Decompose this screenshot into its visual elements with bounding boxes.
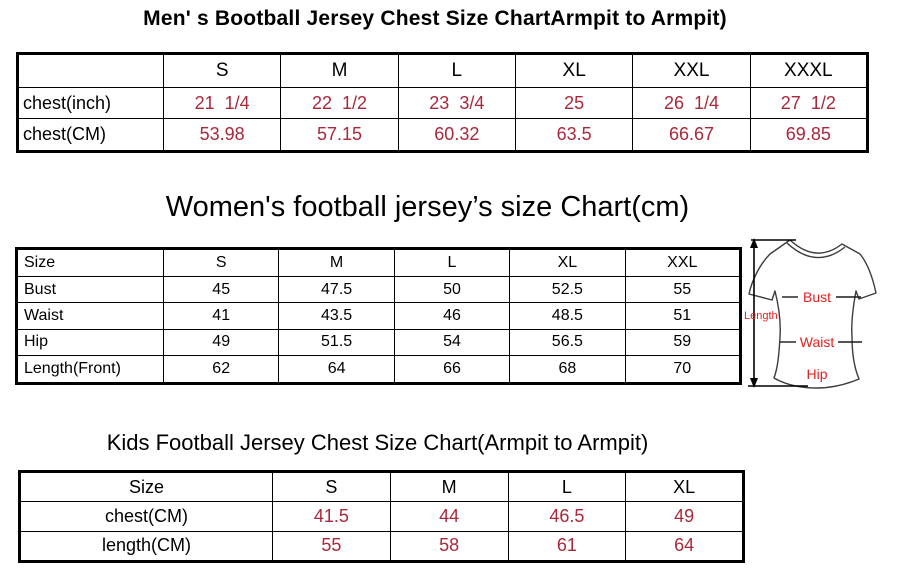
cell-value: 64 [625, 530, 744, 563]
cell-value: 44 [389, 501, 509, 532]
women-hip-row: Hip 49 51.5 54 56.5 59 [16, 328, 742, 357]
cell-value: 70 [624, 355, 742, 384]
cell-size-xxl: XXL [632, 52, 751, 89]
cell-value: 22 1/2 [280, 87, 399, 120]
men-chart-title: Men' s Bootball Jersey Chest Size ChartA… [143, 7, 727, 30]
kids-size-table: Size S M L XL chest(CM) 41.5 44 46.5 49 … [18, 470, 745, 563]
length-label: Length [744, 310, 778, 322]
tshirt-measurement-diagram: Length Bust Waist Hip [744, 238, 877, 389]
cell-value: 63.5 [514, 118, 634, 152]
cell-value: 64 [278, 355, 395, 384]
cell-value: 25 [514, 87, 634, 120]
cell-value: 49 [162, 328, 280, 357]
cell-size-l: L [397, 52, 516, 89]
cell-value: 51 [624, 302, 742, 330]
cell-value: 66 [393, 355, 511, 384]
row-label: length(CM) [19, 530, 273, 563]
cell-value: 48.5 [509, 302, 626, 330]
kids-chart-title: Kids Football Jersey Chest Size Chart(Ar… [106, 430, 649, 455]
row-label: Length(Front) [16, 355, 164, 384]
cell-value: 66.67 [632, 118, 751, 152]
cell-value: 55 [624, 275, 742, 304]
cell-value: 57.15 [280, 118, 399, 152]
cell-value: 41 [162, 302, 280, 330]
cell-size-m: M [389, 470, 509, 503]
row-label: chest(CM) [17, 118, 164, 152]
cell-size-label: Size [19, 470, 273, 503]
cell-value: 23 3/4 [397, 87, 516, 120]
kids-header-row: Size S M L XL [19, 470, 744, 503]
cell-size-s: S [162, 248, 280, 277]
cell-value: 58 [389, 530, 509, 563]
cell-size-label: Size [16, 248, 164, 277]
cell-value: 43.5 [278, 302, 395, 330]
cell-size-xxl: XXL [624, 248, 742, 277]
cell-value: 26 1/4 [632, 87, 751, 120]
cell-size-xl: XL [625, 470, 744, 503]
cell-blank [17, 52, 164, 89]
row-label: Waist [16, 302, 164, 330]
men-chest-cm-row: chest(CM) 53.98 57.15 60.32 63.5 66.67 6… [17, 118, 869, 152]
women-bust-row: Bust 45 47.5 50 52.5 55 [16, 275, 742, 304]
cell-value: 46 [393, 302, 511, 330]
cell-value: 51.5 [278, 328, 395, 357]
waist-label: Waist [800, 334, 835, 350]
cell-size-s: S [162, 52, 282, 89]
men-size-table: S M L XL XXL XXXL chest(inch) 21 1/4 22 … [16, 52, 869, 153]
hip-label: Hip [806, 366, 827, 382]
cell-value: 55 [272, 530, 391, 563]
cell-size-xl: XL [509, 248, 626, 277]
row-label: chest(inch) [17, 87, 164, 120]
cell-size-xl: XL [514, 52, 634, 89]
cell-value: 68 [509, 355, 626, 384]
cell-value: 61 [507, 530, 627, 563]
cell-value: 52.5 [509, 275, 626, 304]
length-arrow [748, 238, 808, 388]
cell-size-m: M [280, 52, 399, 89]
cell-value: 54 [393, 328, 511, 357]
cell-value: 69.85 [749, 118, 869, 152]
row-label: Bust [16, 275, 164, 304]
cell-value: 62 [162, 355, 280, 384]
cell-value: 21 1/4 [162, 87, 282, 120]
cell-value: 56.5 [509, 328, 626, 357]
cell-size-l: L [507, 470, 627, 503]
cell-value: 46.5 [507, 501, 627, 532]
bust-label: Bust [803, 289, 831, 305]
cell-size-xxxl: XXXL [749, 52, 869, 89]
women-header-row: Size S M L XL XXL [16, 248, 742, 277]
kids-chest-row: chest(CM) 41.5 44 46.5 49 [19, 501, 744, 532]
men-chest-inch-row: chest(inch) 21 1/4 22 1/2 23 3/4 25 26 1… [17, 87, 869, 120]
row-label: chest(CM) [19, 501, 273, 532]
cell-value: 45 [162, 275, 280, 304]
cell-value: 60.32 [397, 118, 516, 152]
cell-value: 53.98 [162, 118, 282, 152]
cell-size-m: M [278, 248, 395, 277]
cell-value: 41.5 [272, 501, 391, 532]
cell-size-s: S [272, 470, 391, 503]
women-length-row: Length(Front) 62 64 66 68 70 [16, 355, 742, 384]
cell-value: 27 1/2 [749, 87, 869, 120]
cell-size-l: L [393, 248, 511, 277]
kids-length-row: length(CM) 55 58 61 64 [19, 530, 744, 563]
cell-value: 50 [393, 275, 511, 304]
tshirt-outline [748, 239, 877, 389]
cell-value: 49 [625, 501, 744, 532]
men-header-row: S M L XL XXL XXXL [17, 52, 869, 89]
cell-value: 47.5 [278, 275, 395, 304]
women-waist-row: Waist 41 43.5 46 48.5 51 [16, 302, 742, 330]
cell-value: 59 [624, 328, 742, 357]
women-size-table: Size S M L XL XXL Bust 45 47.5 50 52.5 5… [15, 247, 742, 385]
women-chart-title: Women's football jersey’s size Chart(cm) [165, 191, 690, 223]
row-label: Hip [16, 328, 164, 357]
